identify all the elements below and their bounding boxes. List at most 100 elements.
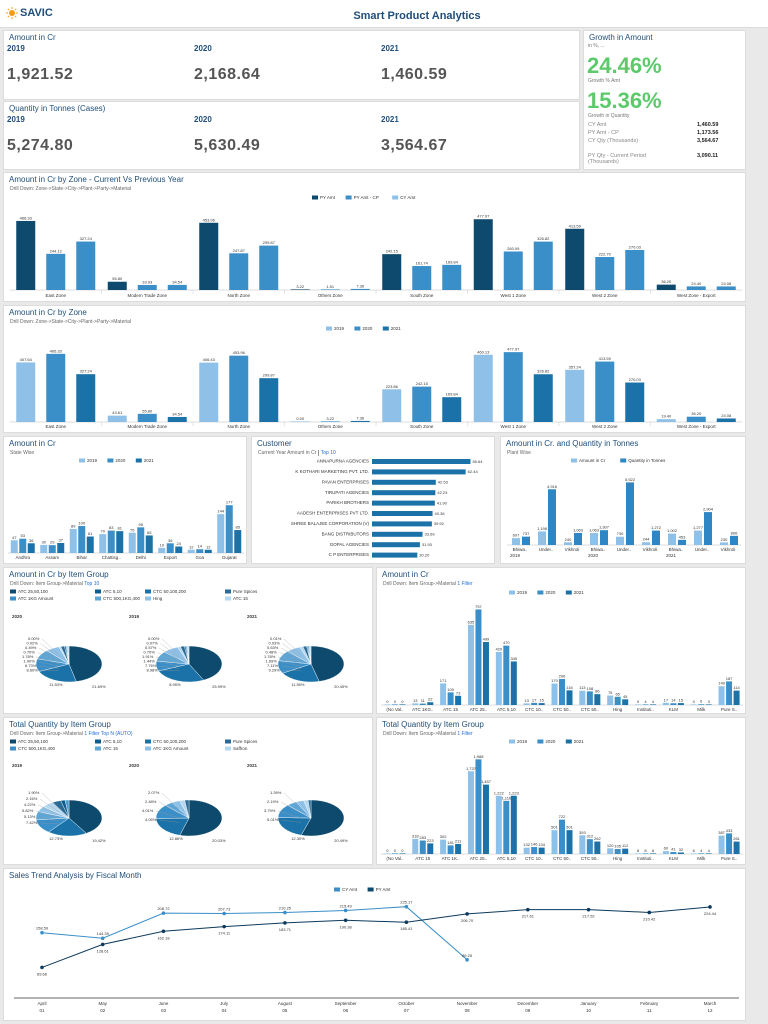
trend-point bbox=[526, 907, 530, 912]
bar bbox=[705, 853, 712, 854]
bar-value-label: 6 bbox=[693, 848, 696, 853]
quantity-kpi-panel: Quantity in Tonnes (Cases) 2019 2020 202… bbox=[3, 101, 580, 170]
item-qty-legend-label: 2020 bbox=[545, 739, 556, 744]
bar bbox=[642, 542, 650, 545]
bar-value-label: 19 bbox=[160, 542, 165, 547]
bar-value-label: 433 bbox=[726, 828, 733, 833]
bar bbox=[455, 695, 462, 705]
pie-pct-label: 0.00% bbox=[148, 636, 160, 641]
bar bbox=[595, 361, 615, 422]
item-qty-bar-drill[interactable]: Drill Down: Item Group->Material 1 Filte… bbox=[383, 731, 473, 737]
bar bbox=[234, 530, 242, 553]
pie-leader-line bbox=[39, 822, 60, 825]
month-label: November bbox=[457, 1001, 478, 1006]
bar bbox=[531, 702, 538, 705]
bar bbox=[704, 512, 712, 545]
bar-value-label: 132 bbox=[523, 842, 530, 847]
pie-legend-label: ATC 1KG Amount bbox=[18, 596, 54, 601]
pie-year-label: 2019 bbox=[12, 763, 23, 768]
bar-value-label: 0 bbox=[401, 699, 404, 704]
bar bbox=[116, 531, 124, 553]
plant-legend-label: Amount in Cr bbox=[579, 458, 606, 463]
bar-value-label: 85 bbox=[236, 525, 241, 530]
trend-value-label: 224.44 bbox=[704, 911, 717, 916]
zone-year-legend-label: 2019 bbox=[334, 326, 345, 331]
top-10-link[interactable]: Top 10 bbox=[84, 581, 100, 587]
bar-value-label: 30 bbox=[42, 539, 47, 544]
bar-value-label: 146 bbox=[531, 842, 538, 847]
plant-wise-title: Amount in Cr. and Quantity in Tonnes bbox=[506, 439, 639, 448]
bar-value-label: 635 bbox=[468, 619, 475, 624]
month-label: May bbox=[98, 1001, 107, 1006]
bar bbox=[579, 835, 586, 854]
growth-amt-value: 24.46% bbox=[587, 53, 662, 78]
filter-link[interactable]: 1 Filter bbox=[457, 731, 473, 737]
drill-label: Drill Down: Item Group->Material bbox=[10, 581, 83, 587]
bar bbox=[677, 852, 684, 854]
pie-pct-label: 7.76% bbox=[145, 663, 157, 668]
bar-value-label: 65 bbox=[615, 691, 620, 696]
bar-value-label: 223.86 bbox=[386, 384, 399, 389]
zone-cy-py-drill[interactable]: Drill Down: Zone->State->City->Plant->Pa… bbox=[10, 186, 132, 192]
filter-link[interactable]: 1 Filter bbox=[457, 581, 473, 587]
category-label: Bhiwa.. bbox=[591, 547, 606, 552]
trend-point bbox=[283, 921, 287, 925]
bar-value-label: 730 bbox=[617, 531, 624, 536]
bar bbox=[442, 264, 462, 290]
bar bbox=[531, 847, 538, 854]
sun-logo-icon bbox=[6, 7, 18, 19]
bar-value-label: 8 bbox=[652, 848, 655, 853]
top-10-link[interactable]: Top 10 bbox=[317, 450, 336, 456]
bar bbox=[290, 289, 310, 290]
bar-value-label: 270.03 bbox=[629, 377, 642, 382]
item-group-amt-title: Amount in Cr by Item Group bbox=[9, 570, 109, 579]
customer-sub-label: Current Year Amount in Cr bbox=[258, 450, 317, 456]
zone-year-drill[interactable]: Drill Down: Zone->State->City->Plant->Pa… bbox=[10, 319, 132, 325]
pie-pct-label: 12.30% bbox=[291, 836, 305, 841]
bar-value-label: 407.64 bbox=[20, 357, 33, 362]
customer-bar bbox=[372, 511, 433, 516]
pie-pct-label: 1.78% bbox=[22, 654, 34, 659]
customer-bar bbox=[372, 500, 435, 506]
logo[interactable]: SAVIC bbox=[6, 7, 53, 19]
bar-value-label: 53 bbox=[21, 533, 26, 538]
bar bbox=[137, 527, 145, 553]
trend-value-label: 217.61 bbox=[522, 914, 535, 919]
bar bbox=[16, 362, 36, 422]
category-label: CTC 10.. bbox=[525, 707, 543, 712]
pie-leader-line bbox=[277, 656, 302, 665]
item-group-amt-drill[interactable]: Drill Down: Item Group->Material Top 10 bbox=[10, 581, 99, 587]
bar-value-label: 1,063 bbox=[573, 527, 584, 532]
customer-value-label: 31.93 bbox=[422, 542, 433, 547]
bar bbox=[495, 795, 502, 854]
category-label: Hing bbox=[613, 856, 623, 861]
item-amt-legend-swatch bbox=[537, 590, 544, 595]
drill-label: Drill Down: Item Group->Material bbox=[383, 731, 456, 737]
bar bbox=[399, 853, 406, 854]
pie-leader-line bbox=[283, 638, 302, 656]
top-n-link[interactable]: Top N (AUTO) bbox=[100, 731, 133, 737]
month-number-label: 01 bbox=[39, 1008, 45, 1013]
pie-leader-line bbox=[280, 665, 302, 669]
bar bbox=[523, 703, 530, 705]
category-label: KLM bbox=[669, 707, 679, 712]
bar bbox=[199, 362, 219, 422]
pie-slice bbox=[68, 645, 103, 682]
zone-year-legend-label: 2020 bbox=[362, 326, 373, 331]
pie-pct-label: 21.69% bbox=[92, 684, 106, 689]
growth-row-value: 3,564.67 bbox=[697, 138, 719, 144]
bar-value-label: 1,223 bbox=[509, 790, 520, 795]
pie-slice bbox=[277, 817, 312, 836]
bar bbox=[76, 374, 96, 422]
plant-legend-swatch bbox=[571, 458, 577, 463]
category-label: Under.. bbox=[539, 547, 554, 552]
bar-value-label: 0 bbox=[693, 699, 696, 704]
qty-year-2: 2020 bbox=[194, 115, 212, 124]
plant-legend-swatch bbox=[620, 458, 627, 463]
item-group-qty-drill[interactable]: Drill Down: Item Group->Material 1 Filte… bbox=[10, 731, 133, 737]
filter-link[interactable]: 1 Filter bbox=[84, 731, 100, 737]
item-amt-bar-drill[interactable]: Drill Down: Item Group->Material 1 Filte… bbox=[383, 581, 473, 587]
item-qty-legend-swatch bbox=[565, 739, 572, 744]
category-label: (No Val.. bbox=[386, 707, 403, 712]
bar-value-label: 420 bbox=[495, 646, 502, 651]
